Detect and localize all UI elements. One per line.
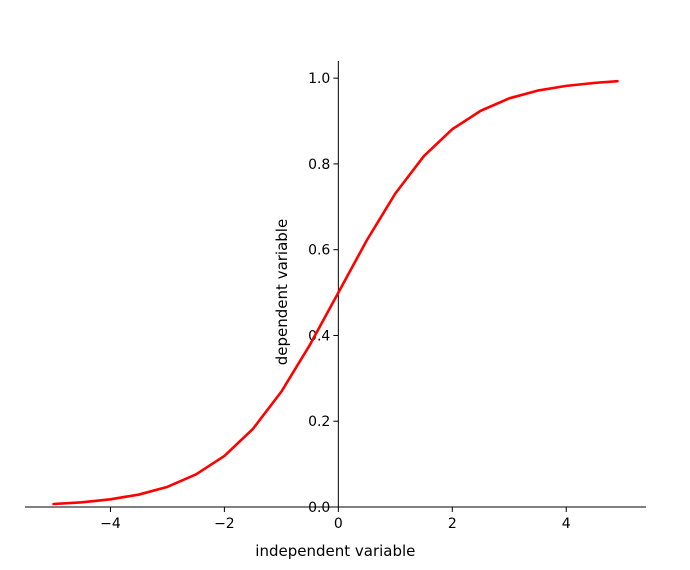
x-axis-label: independent variable (255, 542, 415, 560)
x-tick-label: 0 (334, 516, 343, 532)
y-tick-label: 0.0 (308, 500, 330, 516)
y-tick-label: 0.2 (308, 414, 330, 430)
y-tick-label: 0.8 (308, 157, 330, 173)
x-tick-label: −2 (214, 516, 235, 532)
axes-layer: −4 −2 0 2 40.00.20.40.60.81.0 (25, 61, 646, 532)
x-tick-label: −4 (100, 516, 121, 532)
label-layer: independent variable dependent variable (255, 219, 415, 560)
sigmoid-curve (52, 79, 619, 506)
y-axis-label: dependent variable (273, 219, 291, 365)
x-tick-label: 4 (562, 516, 571, 532)
y-tick-label: 0.6 (308, 243, 330, 259)
series-layer (52, 79, 619, 506)
x-tick-label: 2 (448, 516, 457, 532)
y-tick-label: 1.0 (308, 71, 330, 87)
